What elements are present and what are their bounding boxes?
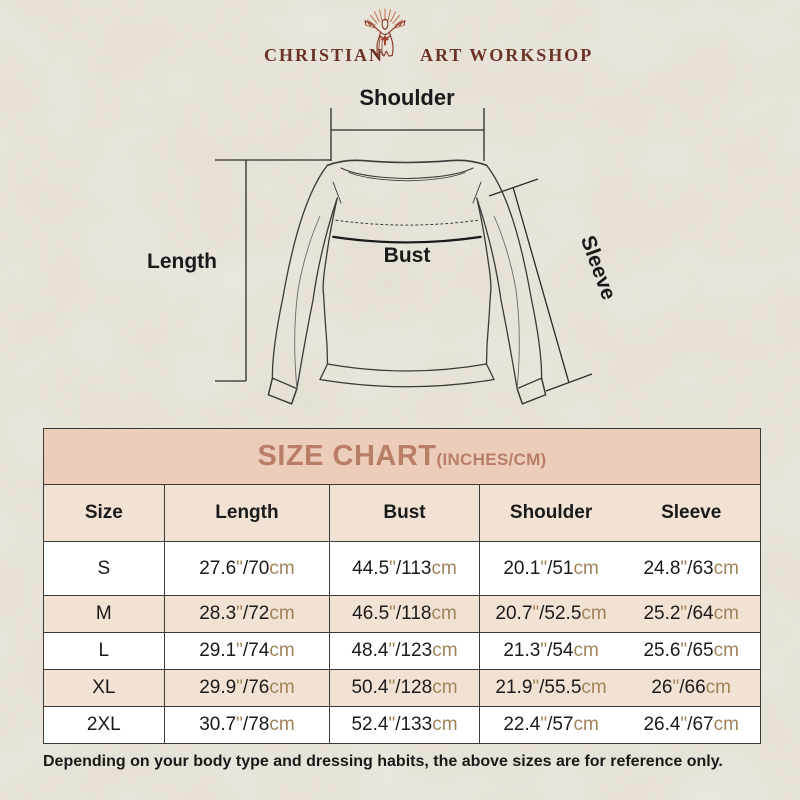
svg-text:Bust: Bust bbox=[384, 244, 431, 267]
svg-text:Shoulder: Shoulder bbox=[359, 85, 455, 110]
svg-text:Sleeve: Sleeve bbox=[576, 233, 620, 303]
svg-text:Length: Length bbox=[147, 250, 217, 273]
